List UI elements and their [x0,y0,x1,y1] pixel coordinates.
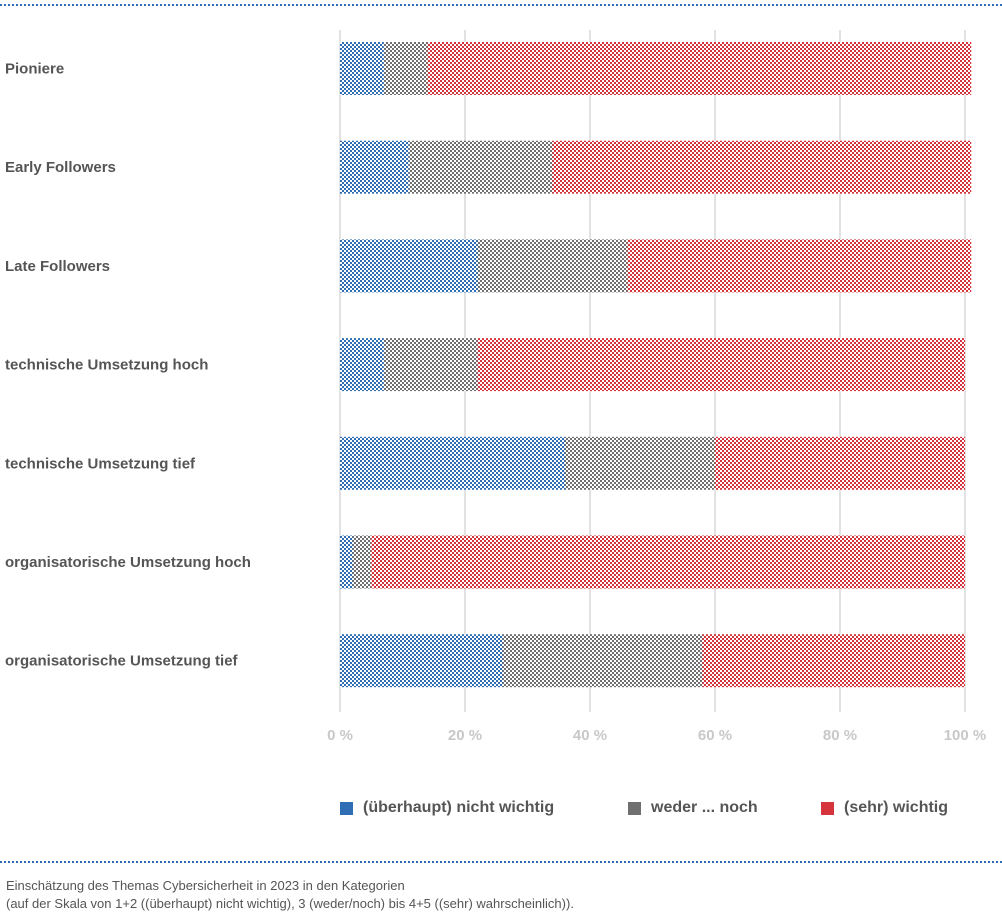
x-tick-label: 60 % [698,727,732,744]
bar-segment [383,338,478,392]
category-label: Late Followers [5,258,110,275]
category-label: technische Umsetzung hoch [5,357,208,374]
legend-item-important: (sehr) wichtig [821,799,948,817]
stacked-bar-chart: Pioniere Early Followers Late Followers tec… [5,30,986,744]
bar-segment [427,42,972,95]
bar-segment [340,239,478,293]
bar-segment [383,42,428,95]
category-label: organisatorische Umsetzung hoch [5,554,251,571]
bar-segment [340,338,384,392]
bar-segment [340,140,409,194]
bar-segment [340,436,565,490]
bar-segment [502,634,703,688]
bar-segment [552,140,972,194]
bar-segment [408,140,553,194]
category-labels: Pioniere Early Followers Late Followers tec… [5,61,251,670]
legend-swatch-gray [628,801,641,815]
bar-segment [340,42,384,95]
legend-label: (überhaupt) nicht wichtig [363,799,555,816]
bar-segment [371,535,965,589]
caption-line-1: Einschätzung des Themas Cybersicherheit … [6,878,405,893]
category-label: Early Followers [5,159,116,176]
legend-item-neutral: weder ... noch [628,799,758,817]
caption-line-2: (auf der Skala von 1+2 ((überhaupt) nich… [6,896,574,911]
bar-segment [340,634,503,688]
bar-segment [352,535,372,589]
x-tick-label: 0 % [327,727,353,744]
bottom-divider [0,861,1002,863]
x-axis-ticks: 0 % 20 % 40 % 60 % 80 % 100 % [327,727,986,744]
category-label: organisatorische Umsetzung tief [5,653,239,670]
legend-item-not-important: (überhaupt) nicht wichtig [340,799,554,817]
bar-segment [477,239,628,293]
category-label: technische Umsetzung tief [5,455,196,472]
chart-caption: Einschätzung des Themas Cybersicherheit … [6,877,996,913]
x-tick-label: 80 % [823,727,857,744]
legend-swatch-red [821,801,834,815]
bar-segment [477,338,965,392]
legend-label: (sehr) wichtig [844,799,949,816]
legend-label: weder ... noch [651,799,758,816]
legend: (überhaupt) nicht wichtig weder ... noch… [0,799,1002,819]
x-tick-label: 20 % [448,727,482,744]
bar-segment [565,436,715,490]
legend-swatch-blue [340,801,353,815]
bar-segment [340,535,353,589]
category-label: Pioniere [5,61,64,78]
x-tick-label: 40 % [573,727,607,744]
bar-segment [702,634,965,688]
top-divider [0,4,1002,6]
bars [340,42,972,688]
x-tick-label: 100 % [944,727,987,744]
bar-segment [627,239,972,293]
bar-segment [715,436,965,490]
